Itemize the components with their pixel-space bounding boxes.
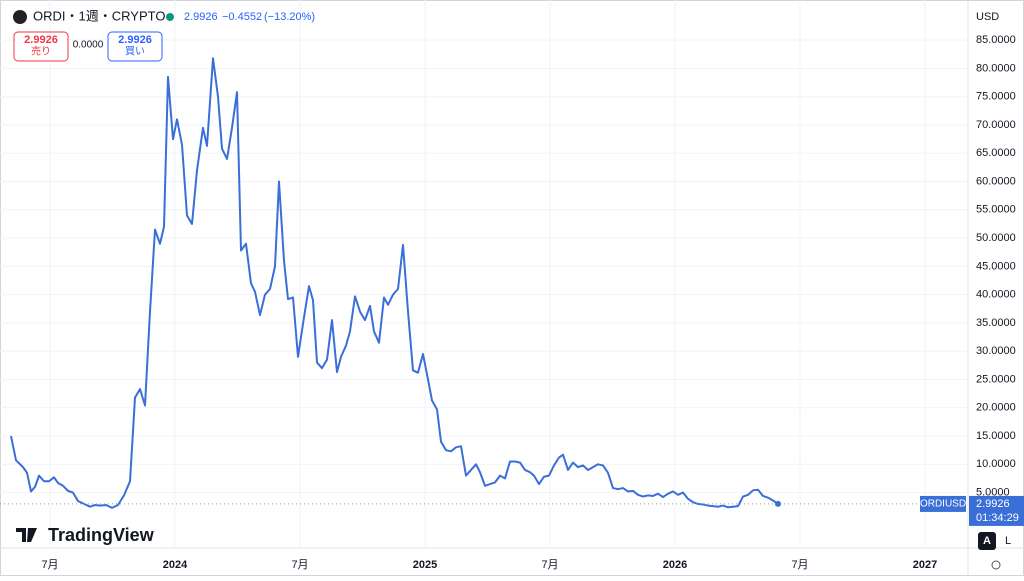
y-tick-label: 70.0000 — [976, 119, 1016, 131]
series-name-tag — [920, 495, 966, 512]
y-tick-label: 60.0000 — [976, 175, 1016, 187]
buy-button[interactable] — [107, 31, 163, 62]
buy-label[interactable]: 買い — [125, 46, 145, 58]
y-tick-label: 15.0000 — [976, 430, 1016, 442]
x-tick-label: 7月 — [291, 559, 308, 571]
y-tick-label: 80.0000 — [976, 62, 1016, 74]
last-point — [775, 500, 781, 507]
y-tick-label: 5.0000 — [976, 486, 1010, 498]
y-tick-label: 65.0000 — [976, 147, 1016, 159]
x-tick-label: 7月 — [791, 559, 808, 571]
y-tick-label: 85.0000 — [976, 34, 1016, 46]
x-tick-label: 2027 — [913, 559, 937, 571]
y-tick-label: 55.0000 — [976, 204, 1016, 216]
auto-label[interactable]: A — [983, 535, 991, 547]
symbol-logo — [13, 10, 27, 24]
sell-price[interactable]: 2.9926 — [24, 34, 58, 46]
sell-label[interactable]: 売り — [31, 45, 51, 58]
y-tick-label: 40.0000 — [976, 289, 1016, 301]
y-tick-label: 45.0000 — [976, 260, 1016, 272]
price-tag — [969, 495, 1024, 526]
symbol-title: ORDI・1週・CRYPTO — [33, 8, 165, 23]
y-tick-label: 30.0000 — [976, 345, 1016, 357]
y-tick-label: 50.0000 — [976, 232, 1016, 244]
plot: ORDIUSD 2.9926 01:34:29 — [0, 57, 1024, 526]
y-tick-label: 25.0000 — [976, 373, 1016, 385]
y-tick-label: 10.0000 — [976, 458, 1016, 470]
brand: TradingView — [48, 525, 155, 545]
grid: 5.0000 10.0000 15.0000 20.0000 25.0000 30.000… — [0, 0, 1016, 571]
x-tick-label: 7月 — [541, 559, 558, 571]
settings-icon[interactable] — [991, 560, 1001, 570]
series-name: ORDIUSD — [920, 499, 966, 510]
log-label[interactable]: L — [1005, 535, 1011, 547]
header-change-pct: (−13.20%) — [264, 11, 315, 23]
buy-price[interactable]: 2.9926 — [118, 34, 152, 46]
y-tick-label: 20.0000 — [976, 402, 1016, 414]
brand-logo — [16, 528, 37, 542]
auto-button[interactable] — [978, 532, 996, 550]
last-price-label: 2.9926 — [976, 498, 1010, 510]
price-line — [10, 57, 779, 509]
y-tick-label: 35.0000 — [976, 317, 1016, 329]
spread: 0.0000 — [73, 40, 104, 51]
sell-button[interactable] — [13, 31, 69, 62]
x-tick-label: 7月 — [41, 559, 58, 571]
header-change: −0.4552 — [222, 11, 262, 23]
currency[interactable]: USD — [976, 11, 999, 23]
y-tick-label: 75.0000 — [976, 91, 1016, 103]
x-tick-label: 2026 — [663, 559, 687, 571]
x-tick-label: 2025 — [413, 559, 437, 571]
status-dot — [166, 13, 174, 21]
header-price: 2.9926 — [184, 11, 218, 23]
x-tick-label: 2024 — [163, 559, 188, 571]
countdown: 01:34:29 — [976, 512, 1019, 524]
